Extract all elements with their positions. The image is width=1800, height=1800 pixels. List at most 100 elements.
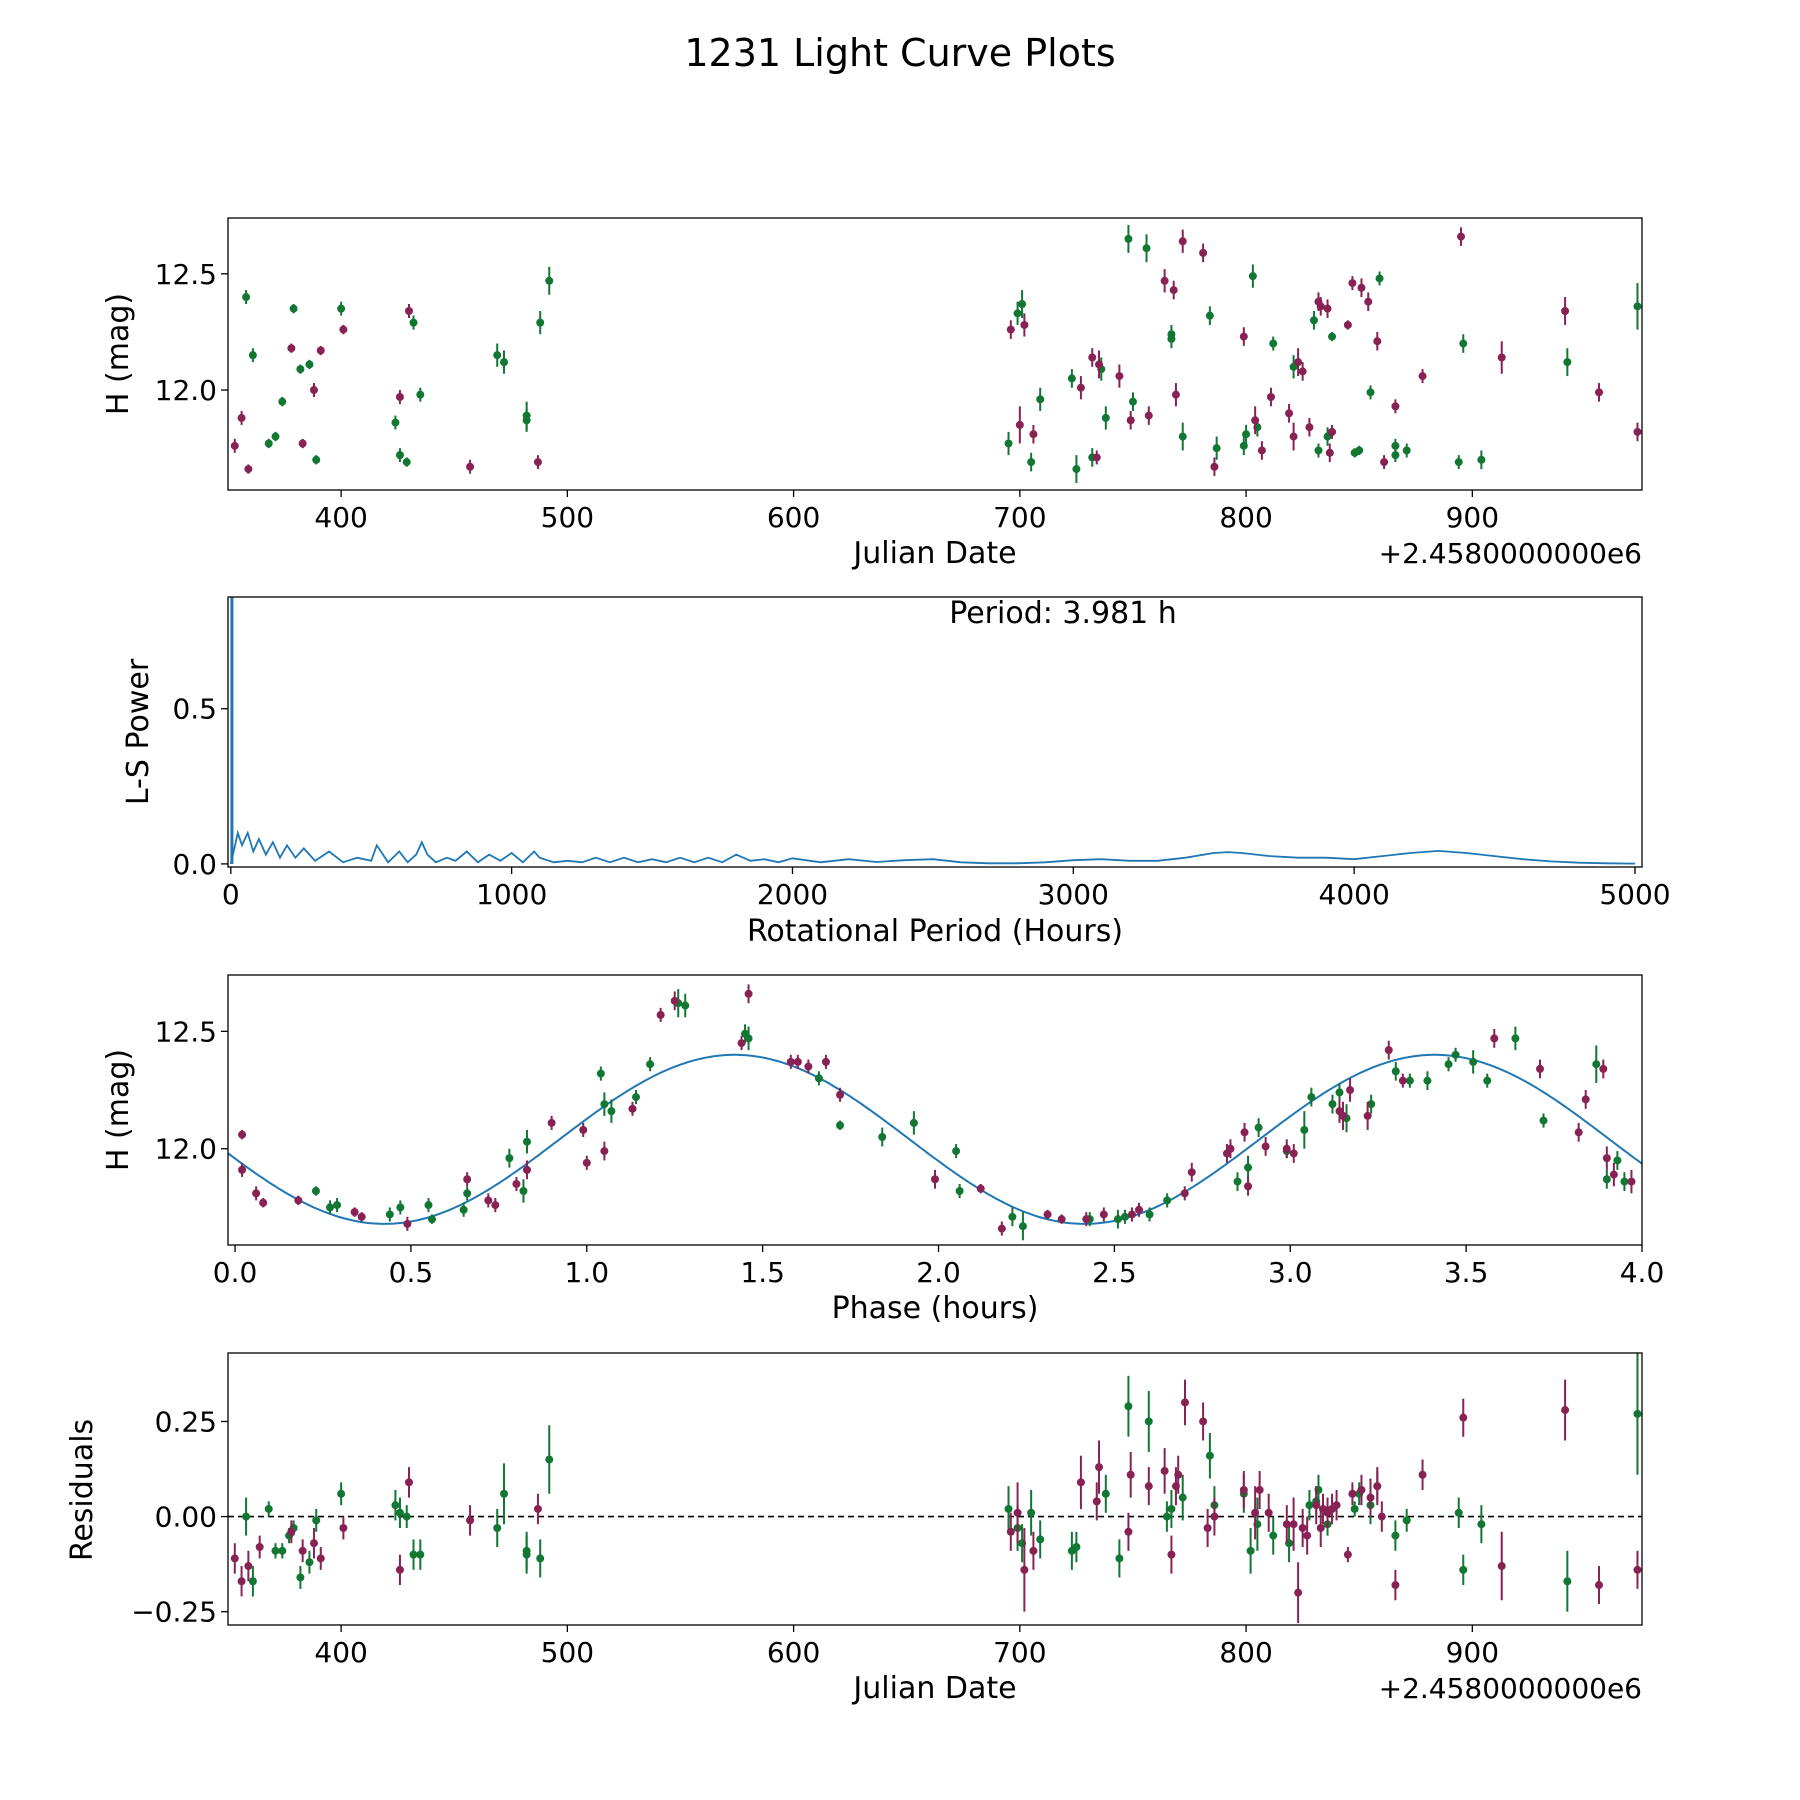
res-ytick-label: 0.25 [155, 1405, 217, 1438]
phase-green-point [1444, 1060, 1453, 1069]
res-xtick-label: 800 [1219, 1636, 1272, 1669]
res-green-point [248, 1577, 257, 1586]
phase-purple-point [1135, 1205, 1144, 1214]
lc-green-point [402, 458, 411, 467]
lc-ytick-label: 12.0 [155, 374, 217, 407]
res-green-point [1072, 1543, 1081, 1552]
lc-purple-point [1210, 462, 1219, 471]
phase-purple-point [1082, 1215, 1091, 1224]
phase-purple-point [737, 1039, 746, 1048]
res-green-point [1477, 1520, 1486, 1529]
phase-purple-point [547, 1118, 556, 1127]
lc-purple-point [1294, 358, 1303, 367]
lc-green-point [395, 451, 404, 460]
phase-purple-point [463, 1175, 472, 1184]
lc-purple-point [404, 306, 413, 315]
lc-green-point [1004, 439, 1013, 448]
phase-green-point [1307, 1093, 1316, 1102]
phase-purple-point [670, 996, 679, 1005]
lightcurve-panel: 400 500 600 700 800 900 12.0 12.5 Julian Date H… [101, 217, 1643, 571]
phase-green-point [1008, 1212, 1017, 1221]
lc-purple-point [1357, 283, 1366, 292]
res-purple-point [1251, 1508, 1260, 1517]
lc-purple-point [1418, 372, 1427, 381]
phase-green-point [522, 1137, 531, 1146]
res-purple-point [1332, 1501, 1341, 1510]
periodogram-panel: 0 1000 2000 3000 4000 5000 0.0 0.5 Rotational P… [121, 596, 1671, 949]
lc-green-point [312, 455, 321, 464]
phase-purple-point [1535, 1064, 1544, 1073]
phase-green-point [1511, 1034, 1520, 1043]
lc-ytick-label: 12.5 [155, 258, 217, 291]
lc-green-point [296, 365, 305, 374]
phase-purple-point [931, 1175, 939, 1184]
periodogram-line [229, 829, 1636, 865]
res-purple-point [1289, 1520, 1298, 1529]
phase-purple-point [350, 1208, 359, 1217]
lc-purple-point [1323, 304, 1332, 313]
res-ytick-label: 0.00 [155, 1501, 217, 1534]
res-green-point [391, 1501, 400, 1510]
res-purple-point [1633, 1565, 1642, 1574]
lc-purple-point [1595, 388, 1604, 397]
phase-purple-point [484, 1196, 493, 1205]
phase-purple-point [522, 1165, 531, 1174]
phase-purple-point [1180, 1189, 1189, 1198]
res-green-point [1269, 1531, 1278, 1540]
phase-xtick-label: 2.5 [1092, 1256, 1137, 1289]
res-purple-point [1366, 1493, 1375, 1502]
lc-purple-point [244, 465, 253, 474]
lc-green-point [500, 358, 509, 367]
res-purple-point [1174, 1470, 1183, 1479]
phase-green-point [1328, 1100, 1337, 1109]
res-purple-point [1459, 1413, 1468, 1422]
res-green-point [1144, 1417, 1153, 1426]
lc-purple-point [1144, 411, 1153, 420]
ls-xtick-label: 0 [222, 878, 240, 911]
phase-xtick-label: 0.5 [389, 1256, 434, 1289]
lc-green-point [391, 418, 400, 427]
res-purple-point [1282, 1520, 1291, 1529]
lc-purple-point [1328, 427, 1337, 436]
res-purple-point [533, 1504, 542, 1513]
phase-green-point [1405, 1076, 1414, 1085]
lc-purple-point [309, 386, 318, 395]
res-green-point [278, 1546, 287, 1555]
ls-ytick-label: 0.0 [172, 848, 217, 881]
lc-purple-point [1126, 416, 1135, 425]
period-annotation: Period: 3.981 h [949, 596, 1177, 631]
residuals-offset-text: +2.4580000000e6 [1379, 1672, 1642, 1705]
phase-panel: 0.0 0.5 1.0 1.5 2.0 2.5 3.0 3.5 4.0 12.0 12.5 Phas… [101, 974, 1664, 1326]
phase-xtick-label: 3.5 [1444, 1256, 1489, 1289]
res-purple-point [1013, 1508, 1022, 1517]
lc-purple-point [1457, 232, 1466, 241]
lc-purple-point [1266, 393, 1275, 402]
lc-green-point [493, 351, 502, 360]
res-purple-point [466, 1516, 475, 1525]
phase-purple-point [1627, 1177, 1636, 1186]
lc-green-point [1101, 413, 1110, 422]
phase-purple-point [1574, 1128, 1583, 1137]
res-purple-point [1497, 1562, 1506, 1571]
phase-green-point [424, 1201, 433, 1210]
phase-purple-point [997, 1224, 1006, 1233]
phase-purple-point [1339, 1111, 1348, 1120]
res-green-point [1350, 1504, 1359, 1513]
lc-purple-point [237, 413, 246, 422]
res-purple-point [298, 1546, 307, 1555]
lc-purple-point [339, 325, 348, 334]
lc-purple-point [1561, 306, 1570, 315]
res-green-point [337, 1489, 346, 1498]
res-purple-point [1239, 1485, 1248, 1494]
res-green-point [1246, 1546, 1255, 1555]
phase-purple-point [628, 1104, 637, 1113]
res-purple-point [1303, 1531, 1312, 1540]
lc-green-point [1067, 374, 1076, 383]
phase-green-point [1145, 1210, 1154, 1219]
phase-green-point [1120, 1212, 1129, 1221]
lc-purple-point [1020, 320, 1029, 329]
phase-purple-point [582, 1158, 591, 1167]
lc-green-point [1269, 339, 1278, 348]
lc-purple-point [1029, 430, 1038, 439]
phase-purple-point [238, 1165, 247, 1174]
